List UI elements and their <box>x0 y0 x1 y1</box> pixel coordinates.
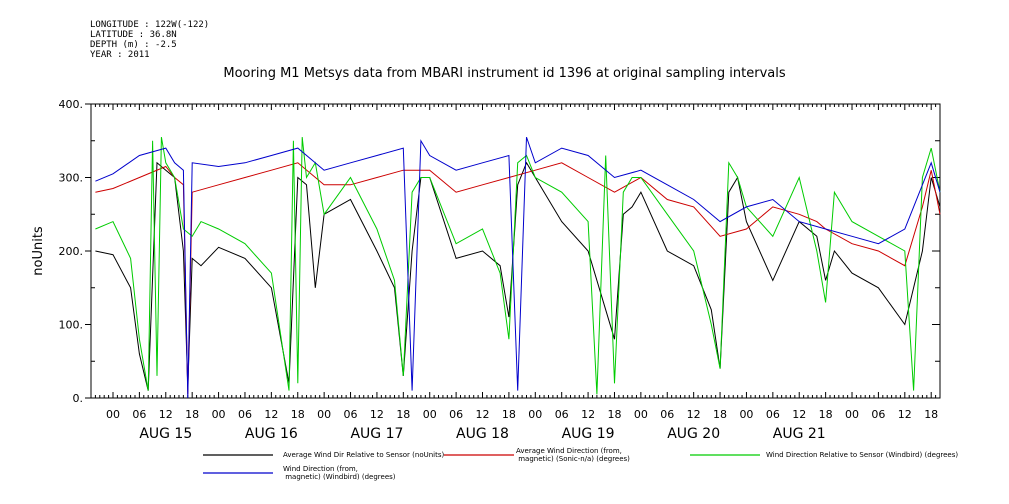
x-tick-label: 18 <box>607 408 621 421</box>
x-tick-label: 12 <box>476 408 490 421</box>
metadata-block: LONGITUDE : 122W(-122) LATITUDE : 36.8N … <box>90 20 209 60</box>
x-tick-label: 12 <box>159 408 173 421</box>
x-day-label: AUG 21 <box>773 426 826 442</box>
x-tick-label: 06 <box>871 408 885 421</box>
x-tick-label: 12 <box>370 408 384 421</box>
legend-label: Wind Direction (from, magnetic) (Windbir… <box>283 465 396 481</box>
series-line-1 <box>95 161 941 391</box>
x-tick-label: 06 <box>238 408 252 421</box>
x-tick-label: 00 <box>423 408 437 421</box>
legend-label: Average Wind Direction (from, magnetic) … <box>516 447 630 463</box>
y-tick-label: 200. <box>59 245 84 258</box>
x-tick-label: 00 <box>212 408 226 421</box>
plot-frame <box>90 103 941 399</box>
x-tick-label: 18 <box>819 408 833 421</box>
x-tick-label: 06 <box>555 408 569 421</box>
x-tick-label: 12 <box>264 408 278 421</box>
x-tick-label: 00 <box>528 408 542 421</box>
meta-longitude: LONGITUDE : 122W(-122) <box>90 20 210 30</box>
x-tick-label: 18 <box>924 408 938 421</box>
legend-label: Wind Direction Relative to Sensor (Windb… <box>766 451 959 459</box>
x-day-label: AUG 18 <box>456 426 509 442</box>
x-day-label: AUG 19 <box>562 426 615 442</box>
x-tick-label: 18 <box>396 408 410 421</box>
series-group <box>95 136 941 399</box>
x-tick-label: 00 <box>739 408 753 421</box>
series-line-4 <box>95 136 941 399</box>
x-day-label: AUG 17 <box>350 426 403 442</box>
x-tick-label: 00 <box>634 408 648 421</box>
x-day-label: AUG 15 <box>139 426 192 442</box>
meta-year: YEAR : 2011 <box>90 50 150 60</box>
x-tick-label: 00 <box>106 408 120 421</box>
chart-title: Mooring M1 Metsys data from MBARI instru… <box>223 66 786 81</box>
x-tick-label: 18 <box>185 408 199 421</box>
x-tick-label: 12 <box>792 408 806 421</box>
x-tick-label: 06 <box>660 408 674 421</box>
meta-latitude: LATITUDE : 36.8N <box>90 30 177 40</box>
y-axis-label: noUnits <box>31 226 46 276</box>
x-tick-label: 06 <box>344 408 358 421</box>
x-tick-label: 18 <box>502 408 516 421</box>
x-tick-label: 06 <box>766 408 780 421</box>
x-tick-label: 18 <box>713 408 727 421</box>
y-tick-label: 300. <box>59 172 84 185</box>
legend-label: Average Wind Dir Relative to Sensor (noU… <box>283 451 445 459</box>
x-tick-label: 06 <box>132 408 146 421</box>
x-tick-label: 00 <box>317 408 331 421</box>
x-tick-label: 12 <box>687 408 701 421</box>
y-tick-label: 0. <box>73 392 84 405</box>
x-tick-label: 00 <box>845 408 859 421</box>
series-line-3 <box>95 137 941 395</box>
y-tick-label: 100. <box>59 319 84 332</box>
meta-depth: DEPTH (m) : -2.5 <box>90 40 177 50</box>
y-tick-label: 400. <box>59 98 84 111</box>
x-tick-label: 12 <box>898 408 912 421</box>
x-tick-label: 18 <box>291 408 305 421</box>
x-tick-label: 06 <box>449 408 463 421</box>
x-tick-label: 12 <box>581 408 595 421</box>
x-day-label: AUG 20 <box>667 426 720 442</box>
series-line-2 <box>95 162 941 395</box>
x-day-label: AUG 16 <box>245 426 298 442</box>
